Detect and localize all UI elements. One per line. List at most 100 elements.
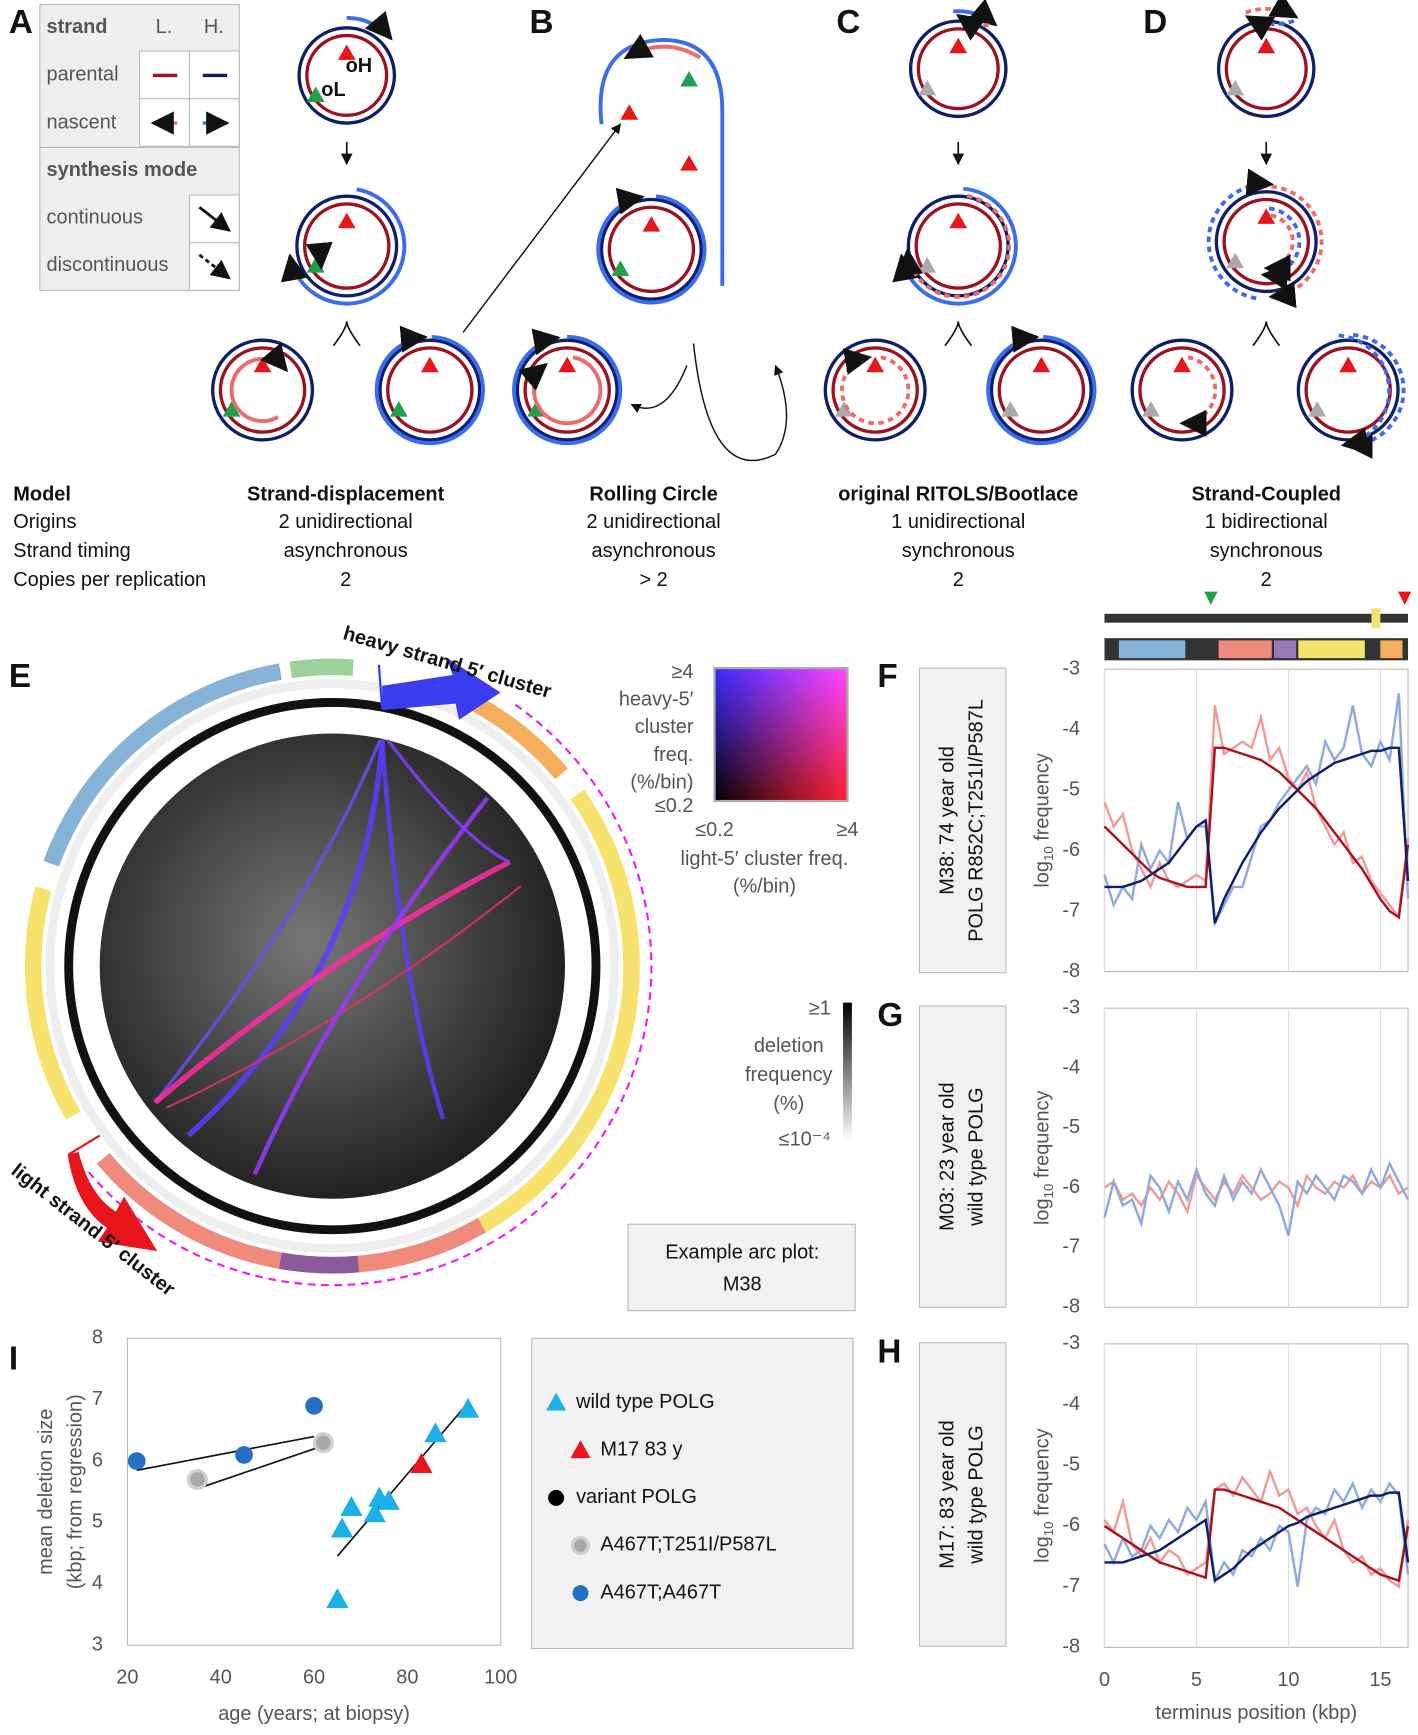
y-axis-label-part: 10 xyxy=(1041,846,1056,861)
origin-marker xyxy=(1257,37,1276,54)
legend-marker xyxy=(570,1440,591,1459)
y-tick-label: -4 xyxy=(1062,718,1080,740)
feature-ring xyxy=(45,679,620,1254)
title-box xyxy=(918,1342,1007,1647)
y-tick-label: -3 xyxy=(1062,1332,1080,1354)
panel-label: B xyxy=(530,4,554,41)
plot-area xyxy=(1103,1007,1409,1308)
note: M38 xyxy=(723,1273,762,1295)
arc-bundle xyxy=(379,739,446,1120)
heavy-parental xyxy=(515,338,619,442)
y-tick-label: -4 xyxy=(1062,1056,1080,1078)
origin-marker xyxy=(1257,208,1276,224)
light-parental xyxy=(386,346,474,434)
y-tick-label: -7 xyxy=(1062,899,1080,921)
y-tick-label: -7 xyxy=(1062,1236,1080,1258)
origin-label: oL xyxy=(321,79,345,101)
origin-marker xyxy=(558,356,577,373)
point xyxy=(363,1502,386,1523)
point xyxy=(235,1446,253,1464)
point xyxy=(377,1489,400,1510)
y-tick-label: -7 xyxy=(1062,1575,1080,1597)
y-tick-label: -3 xyxy=(1062,657,1080,679)
origin-marker xyxy=(620,104,639,120)
chart-title: M38: 74 year old xyxy=(937,746,959,895)
model-cell: Strand-Coupled xyxy=(1191,484,1341,506)
key-label: cluster xyxy=(635,716,694,738)
y-tick-label: -5 xyxy=(1062,1116,1080,1138)
light-parental xyxy=(302,202,391,290)
y-axis-label-part: 10 xyxy=(1041,1521,1056,1536)
x-tick-label: 80 xyxy=(396,1667,418,1689)
light-parental xyxy=(997,346,1086,434)
note: Example arc plot: xyxy=(665,1241,819,1263)
model-cell: > 2 xyxy=(639,569,667,591)
label: H. xyxy=(204,16,224,38)
model-cell: 2 xyxy=(1261,569,1272,591)
label: continuous xyxy=(47,207,143,229)
nascent-strand xyxy=(1245,0,1299,19)
origin-marker xyxy=(337,212,356,229)
color-key-border xyxy=(713,666,849,803)
arc-bundle xyxy=(386,739,511,864)
regression-line xyxy=(197,1444,324,1490)
origin-marker xyxy=(337,44,356,60)
x-tick-label: 0 xyxy=(1099,1669,1110,1691)
light-parental xyxy=(607,205,696,294)
nascent-strand xyxy=(512,328,623,446)
gene-block xyxy=(1273,640,1297,659)
heavy-parental xyxy=(295,194,399,298)
chart-title: M17: 83 year old xyxy=(937,1420,959,1569)
heavy-parental xyxy=(1130,338,1234,442)
gene-block xyxy=(1371,608,1381,629)
legend-marker xyxy=(570,1535,591,1556)
row-header: Strand timing xyxy=(13,540,130,562)
panel-label: F xyxy=(877,658,897,695)
nascent-strand xyxy=(1179,355,1218,437)
origin-label: oH xyxy=(346,55,373,77)
panel-label: I xyxy=(9,1340,18,1377)
series-line xyxy=(1104,746,1410,924)
y-tick-label: -6 xyxy=(1062,1176,1080,1198)
plot-area xyxy=(126,1337,502,1646)
origin-marker xyxy=(1308,401,1327,417)
y-axis-label: log10 frequency xyxy=(1032,753,1056,888)
key-label: ≥4 xyxy=(836,819,858,841)
heavy-parental xyxy=(378,338,482,442)
regression-line xyxy=(136,1435,315,1472)
key-label: (%) xyxy=(773,1093,804,1115)
heavy-parental xyxy=(297,26,397,125)
nascent-strand xyxy=(346,10,393,41)
heavy-parental xyxy=(599,197,703,301)
model-cell: asynchronous xyxy=(284,540,408,562)
split-arrow xyxy=(332,321,361,347)
panel-label: D xyxy=(1143,4,1167,41)
model-cell: 1 bidirectional xyxy=(1205,511,1328,533)
point xyxy=(312,1432,334,1454)
row-header: Copies per replication xyxy=(13,569,206,591)
origin-marker xyxy=(1339,356,1358,373)
nascent-strand xyxy=(229,342,289,423)
key-label: ≥4 xyxy=(671,661,693,683)
nascent-strand xyxy=(1261,184,1324,309)
chart-title: wild type POLG xyxy=(965,1425,987,1565)
gene-segment xyxy=(289,658,354,679)
y-tick-label: -6 xyxy=(1062,839,1080,861)
nascent-strand xyxy=(1338,333,1392,455)
y-tick-label: -8 xyxy=(1062,960,1080,982)
key-label: light-5′ cluster freq. xyxy=(681,848,849,870)
color-key-overlay xyxy=(714,668,848,802)
series-line xyxy=(1103,746,1410,920)
origin-marker xyxy=(918,79,937,96)
genome-map xyxy=(1104,613,1409,623)
y-axis-label-part: frequency xyxy=(1032,753,1054,841)
origin-arrow xyxy=(1204,591,1218,605)
nascent-strand xyxy=(1244,15,1295,41)
chart-title: wild type POLG xyxy=(965,1087,987,1227)
model-cell: 2 unidirectional xyxy=(587,511,721,533)
point xyxy=(424,1422,447,1443)
discontinuous-arrow xyxy=(198,253,231,280)
y-tick-label: 7 xyxy=(92,1388,103,1410)
y-tick-label: 3 xyxy=(92,1633,103,1655)
